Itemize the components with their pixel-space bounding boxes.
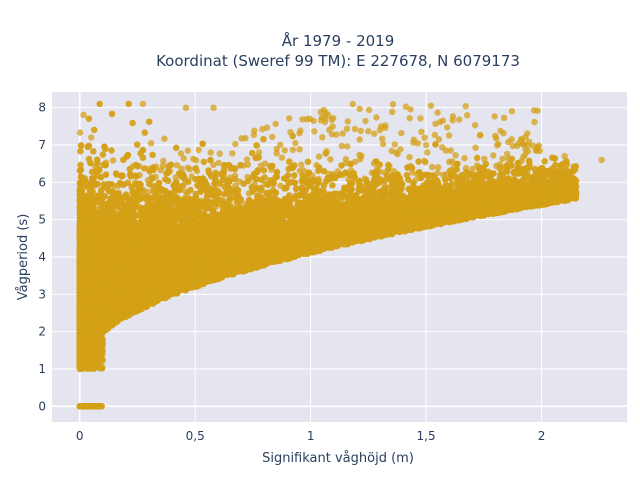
scatter-point: [76, 129, 84, 136]
scatter-point: [99, 356, 106, 364]
scatter-point: [96, 364, 104, 372]
data-points: [76, 100, 605, 410]
scatter-point: [109, 157, 117, 164]
scatter-point: [80, 111, 87, 119]
scatter-point: [161, 135, 168, 142]
scatter-point: [139, 100, 147, 108]
scatter-point: [147, 140, 155, 147]
